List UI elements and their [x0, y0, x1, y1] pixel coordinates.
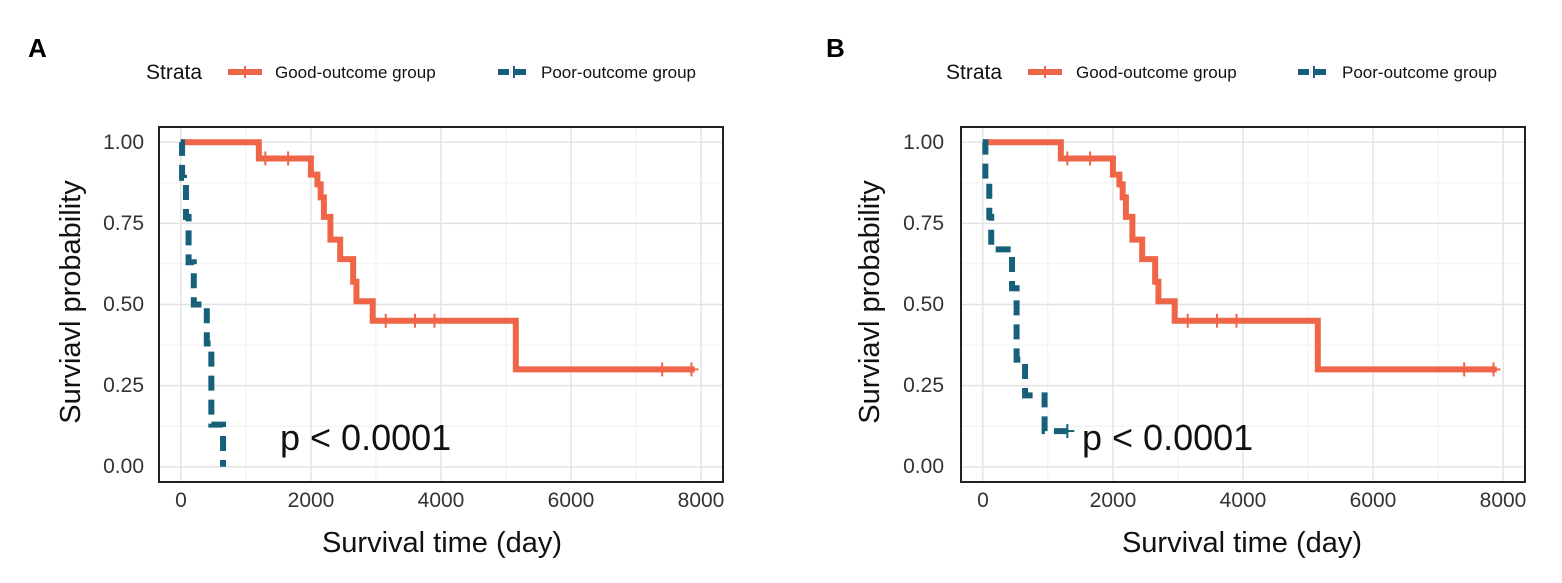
panel-b-x-tick-label: 6000 — [1350, 489, 1397, 512]
panel-b-x-tick-label: 4000 — [1220, 489, 1267, 512]
panel-a-x-tick-label: 8000 — [678, 489, 725, 512]
panel-a-x-axis-title: Survival time (day) — [322, 527, 562, 559]
censor-mark — [427, 313, 442, 328]
censor-mark — [655, 362, 670, 377]
panel-a-y-tick-label: 0.00 — [103, 455, 144, 478]
panel-b-y-tick-label: 0.75 — [903, 212, 944, 235]
panel-a-legend-key-poor — [498, 66, 530, 78]
poor-outcome-curve — [982, 139, 1068, 435]
censor-mark — [407, 313, 422, 328]
censor-mark — [281, 151, 296, 166]
panel-a-plot: p < 0.0001 — [158, 126, 724, 483]
censor-mark — [684, 362, 699, 377]
panel-b: B Strata Good-outcome group Poor-outcome… — [826, 33, 1526, 559]
panel-a-x-tick-labels: 0 2000 4000 6000 8000 — [175, 489, 724, 512]
good-outcome-curve — [180, 139, 695, 373]
panel-a-series — [179, 139, 699, 467]
censor-mark — [1229, 313, 1244, 328]
panel-a-grid — [158, 126, 724, 483]
panel-a-y-tick-labels: 0.00 0.25 0.50 0.75 1.00 — [103, 131, 144, 478]
panel-a-legend: Strata Good-outcome group Poor-outcome g… — [146, 61, 696, 84]
panel-b-y-tick-labels: 0.00 0.25 0.50 0.75 1.00 — [903, 131, 944, 478]
panel-a-legend-key-good — [228, 66, 262, 78]
panel-b-x-tick-label: 2000 — [1090, 489, 1137, 512]
panel-a-y-axis-title: Surviavl probability — [55, 180, 87, 424]
panel-a: A Strata Good-outcome group Poor-outcome… — [28, 33, 724, 559]
censor-mark — [1457, 362, 1472, 377]
censor-mark — [1083, 151, 1098, 166]
panel-a-x-tick-label: 0 — [175, 489, 187, 512]
panel-a-legend-good-label: Good-outcome group — [275, 63, 436, 82]
panel-b-y-tick-label: 0.00 — [903, 455, 944, 478]
censor-mark — [1060, 151, 1075, 166]
poor-outcome-curve — [179, 139, 227, 467]
panel-a-x-tick-label: 4000 — [418, 489, 465, 512]
panel-b-legend: Strata Good-outcome group Poor-outcome g… — [946, 61, 1497, 84]
panel-b-legend-key-poor — [1298, 66, 1330, 78]
panel-a-y-tick-label: 0.75 — [103, 212, 144, 235]
panel-b-x-tick-label: 8000 — [1480, 489, 1527, 512]
panel-b-legend-title: Strata — [946, 61, 1002, 84]
panel-b-y-tick-label: 0.25 — [903, 374, 944, 397]
censor-mark — [1209, 313, 1224, 328]
censor-mark — [1486, 362, 1501, 377]
censor-mark — [1180, 313, 1195, 328]
panel-a-plot-border — [158, 126, 724, 483]
censor-mark — [1060, 424, 1075, 439]
panel-b-y-tick-label: 0.50 — [903, 293, 944, 316]
panel-b-y-tick-label: 1.00 — [903, 131, 944, 154]
panel-b-legend-poor-label: Poor-outcome group — [1342, 63, 1497, 82]
panel-b-series — [982, 139, 1501, 439]
censor-mark — [378, 313, 393, 328]
panel-a-y-tick-label: 0.50 — [103, 293, 144, 316]
panel-b-legend-good-label: Good-outcome group — [1076, 63, 1237, 82]
panel-a-legend-title: Strata — [146, 61, 202, 84]
panel-a-y-tick-label: 0.25 — [103, 374, 144, 397]
panel-b-x-tick-labels: 0 2000 4000 6000 8000 — [977, 489, 1526, 512]
panel-b-x-axis-title: Survival time (day) — [1122, 527, 1362, 559]
panel-b-label: B — [826, 33, 845, 63]
censor-mark — [258, 151, 273, 166]
panel-a-y-tick-label: 1.00 — [103, 131, 144, 154]
panel-a-legend-poor-label: Poor-outcome group — [541, 63, 696, 82]
panel-a-x-tick-label: 6000 — [548, 489, 595, 512]
panel-b-plot-border — [960, 126, 1526, 483]
panel-b-x-tick-label: 0 — [977, 489, 989, 512]
panel-b-y-axis-title: Surviavl probability — [854, 180, 886, 424]
panel-b-plot: p < 0.0001 — [960, 126, 1526, 483]
panel-a-p-value: p < 0.0001 — [280, 417, 451, 458]
panel-a-label: A — [28, 33, 47, 63]
panel-b-p-value: p < 0.0001 — [1082, 417, 1253, 458]
panel-a-x-tick-label: 2000 — [288, 489, 335, 512]
panel-b-legend-key-good — [1028, 66, 1062, 78]
good-outcome-curve — [982, 139, 1497, 373]
